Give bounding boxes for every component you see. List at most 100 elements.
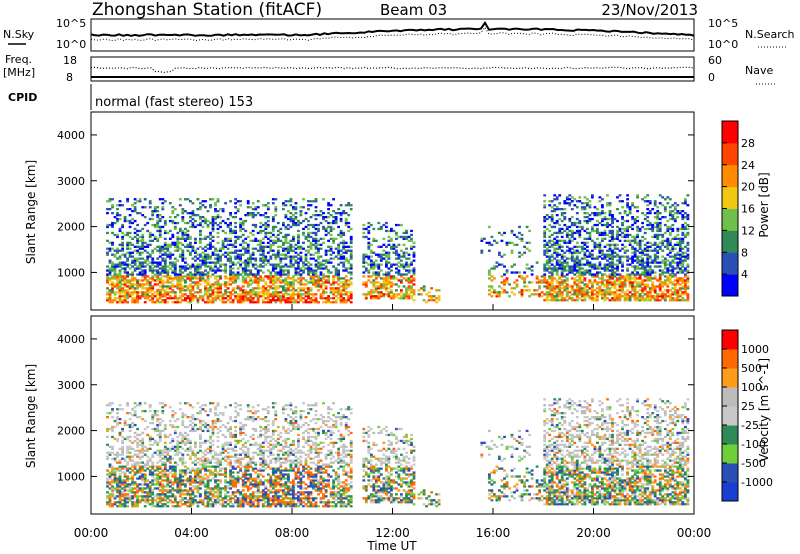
power-cell bbox=[671, 281, 675, 284]
power-cell bbox=[480, 239, 484, 242]
power-cell bbox=[131, 293, 135, 296]
power-cell bbox=[143, 261, 147, 264]
power-cell bbox=[279, 295, 283, 298]
power-cell bbox=[613, 293, 617, 296]
power-cell bbox=[264, 263, 268, 266]
power-cell bbox=[543, 279, 547, 282]
velocity-cell bbox=[113, 495, 117, 498]
power-cell bbox=[146, 257, 150, 260]
freq-tick-top: 18 bbox=[63, 54, 77, 67]
power-cell bbox=[332, 221, 336, 225]
power-cell bbox=[653, 275, 657, 278]
power-cell bbox=[550, 263, 554, 266]
power-cell bbox=[264, 233, 268, 237]
power-cell bbox=[322, 212, 325, 215]
power-cell bbox=[141, 241, 145, 244]
power-cell bbox=[653, 299, 657, 302]
power-cell bbox=[633, 247, 637, 250]
power-cell bbox=[430, 287, 434, 290]
power-cell bbox=[656, 257, 660, 260]
power-cell bbox=[410, 229, 413, 233]
velocity-cell bbox=[126, 483, 130, 486]
power-cell bbox=[349, 257, 353, 260]
power-cell bbox=[385, 283, 388, 286]
power-cell bbox=[596, 255, 599, 258]
power-cell bbox=[294, 293, 298, 296]
power-cell bbox=[397, 293, 401, 296]
power-cell bbox=[209, 269, 212, 272]
velocity-cell bbox=[108, 445, 112, 448]
power-cell bbox=[500, 287, 504, 290]
power-cell bbox=[684, 289, 687, 292]
velocity-cell bbox=[116, 455, 119, 458]
velocity-cell bbox=[143, 449, 147, 452]
power-cell bbox=[216, 241, 220, 244]
power-cell bbox=[550, 287, 554, 290]
power-cell bbox=[171, 233, 175, 237]
nsky-series bbox=[90, 20, 695, 37]
power-cell bbox=[209, 198, 212, 201]
power-cell bbox=[678, 247, 682, 250]
power-cell bbox=[334, 289, 338, 292]
power-cell bbox=[312, 257, 315, 260]
power-cell bbox=[196, 281, 200, 284]
power-cell bbox=[234, 239, 238, 242]
power-cell bbox=[214, 210, 217, 213]
power-cell bbox=[256, 212, 260, 215]
power-cell bbox=[611, 239, 614, 242]
power-cell bbox=[297, 237, 300, 240]
velocity-cell bbox=[126, 437, 130, 441]
power-cell bbox=[224, 291, 228, 294]
power-cell bbox=[138, 285, 142, 288]
power-cell bbox=[116, 297, 119, 300]
power-cell bbox=[256, 200, 260, 203]
power-cell bbox=[412, 267, 416, 270]
power-cell bbox=[684, 245, 687, 248]
power-cell bbox=[194, 259, 197, 262]
power-cell bbox=[289, 299, 293, 302]
power-cell bbox=[651, 208, 655, 211]
power-cell bbox=[116, 219, 119, 223]
power-cell bbox=[128, 221, 132, 225]
power-cell bbox=[302, 269, 305, 272]
power-cell bbox=[199, 271, 202, 274]
velocity-cell bbox=[108, 499, 112, 502]
power-cell bbox=[128, 263, 132, 266]
power-cell bbox=[560, 245, 564, 248]
power-cell bbox=[297, 253, 300, 256]
power-cell bbox=[560, 295, 564, 298]
power-cell bbox=[244, 271, 248, 274]
power-cell bbox=[558, 247, 562, 250]
power-cell bbox=[513, 281, 516, 284]
velocity-cell bbox=[118, 421, 122, 425]
power-cell bbox=[410, 239, 413, 242]
power-cell bbox=[231, 267, 235, 270]
power-cell bbox=[206, 223, 210, 227]
power-cell bbox=[189, 212, 192, 215]
velocity-heatmap bbox=[106, 398, 690, 508]
power-cell bbox=[314, 217, 318, 221]
power-cell bbox=[563, 275, 567, 278]
power-cell bbox=[575, 275, 579, 278]
power-cell bbox=[430, 299, 434, 302]
power-cell bbox=[349, 249, 353, 252]
power-cell bbox=[390, 289, 393, 292]
power-cell bbox=[344, 249, 348, 252]
power-cell bbox=[553, 285, 557, 288]
power-cell bbox=[402, 285, 406, 288]
power-cell bbox=[385, 263, 388, 266]
power-cell bbox=[163, 259, 167, 262]
power-cell bbox=[261, 265, 265, 268]
power-cell bbox=[387, 291, 391, 294]
power-cell bbox=[226, 259, 230, 262]
power-cell bbox=[339, 295, 343, 298]
power-cell bbox=[395, 251, 398, 254]
power-cell bbox=[573, 273, 577, 276]
power-cell bbox=[171, 285, 175, 288]
power-cell bbox=[307, 295, 310, 298]
power-cell bbox=[141, 214, 145, 217]
power-cell bbox=[196, 257, 200, 260]
power-cell bbox=[151, 212, 155, 215]
power-cell bbox=[121, 275, 125, 278]
power-cell bbox=[583, 202, 587, 205]
